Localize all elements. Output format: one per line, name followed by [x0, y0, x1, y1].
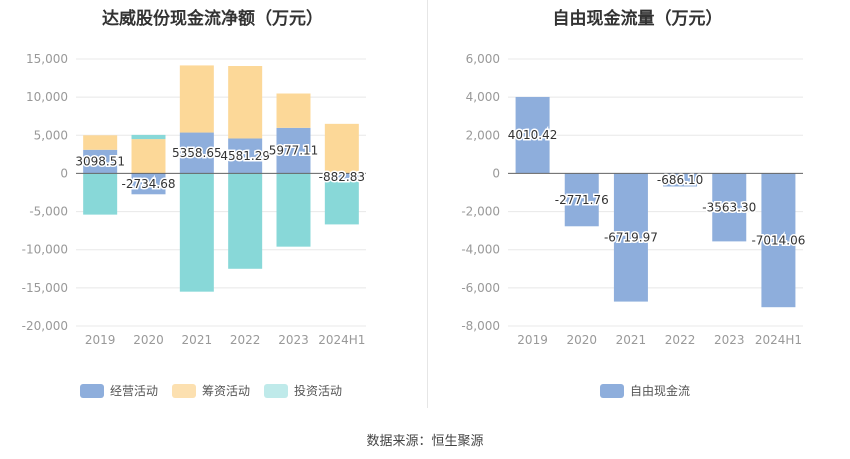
legend-label: 自由现金流: [630, 384, 691, 398]
free-cashflow-chart: 6,000 4,000 2,000 0 -2,000 -4,000 -6,000 -8,000…: [461, 52, 807, 347]
data-source: 数据来源：恒生聚源: [366, 434, 484, 449]
cashflow-legend: 经营活动 筹资活动 投资活动: [80, 382, 356, 399]
cashflow-chart: 15,000 10,000 5,000 0 -5,000 -10,000 -15,000 -2…: [22, 52, 367, 347]
free-cashflow-legend: 自由现金流: [600, 382, 704, 399]
x-tick-label: 2023: [278, 333, 309, 347]
legend-label: 筹资活动: [202, 384, 251, 398]
bar: [712, 173, 747, 242]
legend-item-operating[interactable]: 经营活动: [80, 382, 158, 399]
x-tick-label: 2024H1: [755, 333, 802, 347]
legend-label: 经营活动: [110, 384, 159, 398]
bar: [276, 93, 311, 128]
y-tick-label: -5,000: [29, 205, 68, 219]
y-tick-label: 10,000: [26, 90, 68, 104]
legend-swatch: [600, 383, 624, 398]
bar: [131, 139, 166, 174]
bar: [663, 173, 698, 187]
bar: [83, 149, 118, 174]
y-tick-label: 15,000: [26, 52, 68, 66]
data-label: 5977.11: [269, 144, 319, 158]
data-label: -6719.97: [604, 231, 658, 245]
legend-item-free-cashflow[interactable]: 自由现金流: [600, 382, 690, 399]
bar: [324, 180, 359, 225]
bar: [324, 173, 359, 181]
y-tick-label: -15,000: [22, 281, 68, 295]
legend-swatch: [172, 383, 197, 398]
bar: [324, 123, 359, 174]
bar: [515, 96, 550, 174]
data-label: -2771.76: [555, 193, 609, 207]
chart-title-cashflow: 达威股份现金流净额（万元）: [102, 9, 323, 29]
data-label: 5358.65: [172, 146, 222, 160]
bar: [276, 173, 311, 247]
y-tick-label: -6,000: [461, 281, 500, 295]
legend-swatch: [80, 383, 104, 398]
x-tick-label: 2024H1: [318, 333, 365, 347]
bar: [179, 132, 214, 174]
bar: [228, 173, 263, 269]
bar: [83, 173, 118, 215]
bar: [228, 138, 263, 174]
chart-title-free-cashflow: 自由现金流量（万元）: [552, 9, 723, 29]
bar: [179, 65, 214, 133]
legend-item-financing[interactable]: 筹资活动: [172, 382, 250, 399]
data-label: 3098.51: [75, 155, 125, 169]
x-tick-label: 2020: [566, 333, 597, 347]
data-label: -686.10: [657, 173, 703, 187]
x-tick-label: 2019: [517, 333, 548, 347]
bar: [83, 135, 118, 150]
y-tick-label: 5,000: [34, 128, 68, 142]
y-tick-label: -8,000: [461, 319, 500, 333]
data-label: 4581.29: [220, 149, 270, 163]
y-tick-label: -20,000: [22, 319, 68, 333]
x-tick-label: 2021: [616, 333, 647, 347]
bar: [131, 173, 166, 195]
data-label: -3563.30: [702, 200, 756, 214]
data-label: -2734.68: [122, 177, 176, 191]
y-tick-label: 0: [492, 166, 500, 180]
bar: [131, 134, 166, 140]
y-tick-label: -10,000: [22, 243, 68, 257]
data-label: 4010.42: [508, 128, 558, 142]
bar: [761, 173, 796, 308]
x-tick-label: 2019: [85, 333, 116, 347]
x-tick-label: 2022: [665, 333, 696, 347]
bar: [564, 173, 599, 227]
y-tick-label: 6,000: [466, 52, 500, 66]
x-tick-label: 2023: [714, 333, 745, 347]
panel-divider: [427, 0, 428, 408]
x-tick-label: 2021: [182, 333, 213, 347]
legend-item-investing[interactable]: 投资活动: [264, 382, 342, 399]
legend-label: 投资活动: [294, 384, 343, 398]
bar: [276, 127, 311, 174]
bar: [613, 173, 648, 302]
data-label: -882.83: [319, 170, 365, 184]
y-tick-label: 4,000: [466, 90, 500, 104]
y-tick-label: 2,000: [466, 128, 500, 142]
y-tick-label: -4,000: [461, 243, 500, 257]
legend-swatch: [264, 383, 289, 398]
data-label: -7014.06: [751, 233, 805, 247]
y-tick-label: 0: [60, 166, 68, 180]
bar: [179, 173, 214, 292]
x-tick-label: 2022: [230, 333, 261, 347]
x-tick-label: 2020: [133, 333, 164, 347]
bar: [228, 66, 263, 139]
y-tick-label: -2,000: [461, 205, 500, 219]
